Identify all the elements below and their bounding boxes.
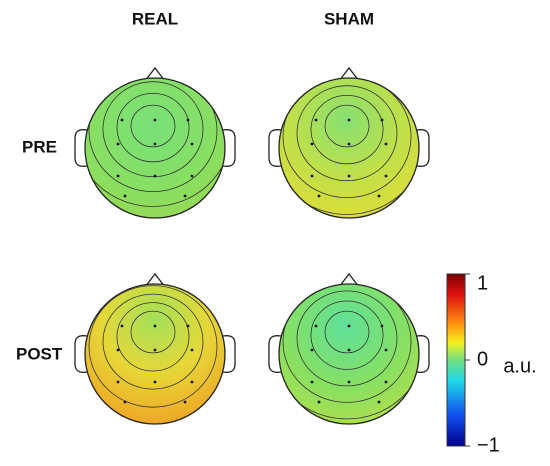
electrode	[347, 142, 351, 146]
column-label: REAL	[132, 9, 178, 28]
head	[74, 66, 236, 219]
colorbar-tick-label: 1	[477, 272, 488, 294]
electrode	[186, 118, 190, 122]
electrode	[190, 174, 194, 178]
contour-line	[296, 290, 398, 387]
electrode	[347, 174, 351, 178]
electrode	[310, 380, 314, 384]
colorbar-label: a.u.	[503, 355, 536, 377]
electrode	[153, 142, 157, 146]
column-label: SHAM	[324, 9, 374, 28]
electrode	[377, 400, 381, 404]
ear	[222, 335, 236, 373]
ear	[268, 129, 282, 167]
contour-line	[88, 78, 218, 192]
scalp-map	[84, 77, 226, 219]
electrode	[190, 380, 194, 384]
contour-line	[130, 104, 176, 148]
scalp-map	[278, 283, 420, 425]
contour-line	[102, 293, 204, 390]
electrode	[310, 348, 314, 352]
contour-line	[130, 310, 176, 354]
electrode	[120, 324, 124, 328]
electrode	[183, 400, 187, 404]
electrode	[190, 348, 194, 352]
electrode	[384, 348, 388, 352]
ear	[416, 129, 430, 167]
electrode	[310, 174, 314, 178]
head	[268, 66, 430, 219]
electrode	[153, 348, 157, 352]
electrode	[347, 348, 351, 352]
electrode	[314, 118, 318, 122]
contour-line	[324, 104, 370, 148]
contours	[85, 284, 225, 424]
ear	[74, 335, 88, 373]
row-label: POST	[16, 344, 63, 363]
electrode	[310, 142, 314, 146]
electrode	[116, 174, 120, 178]
electrode	[317, 400, 321, 404]
contour-line	[296, 85, 398, 182]
head	[268, 272, 430, 425]
contour-line	[279, 78, 419, 215]
electrode	[347, 118, 351, 122]
electrode	[380, 118, 384, 122]
electrode	[314, 324, 318, 328]
contour-line	[310, 95, 384, 165]
colorbar	[446, 273, 466, 447]
electrode	[116, 380, 120, 384]
contour-line	[310, 300, 384, 370]
electrode	[183, 194, 187, 198]
electrode	[153, 380, 157, 384]
ear	[268, 335, 282, 373]
electrode	[384, 380, 388, 384]
colorbar-tick-label: 0	[477, 348, 488, 370]
topomaps	[74, 66, 430, 425]
electrode	[116, 142, 120, 146]
contour-line	[102, 81, 204, 178]
electrode	[153, 118, 157, 122]
contour-line	[282, 284, 412, 403]
electrode	[317, 194, 321, 198]
contour-line	[116, 92, 190, 163]
contours	[279, 78, 419, 218]
contours	[85, 78, 225, 218]
ear	[74, 129, 88, 167]
electrode	[153, 174, 157, 178]
scalp-map	[278, 77, 420, 219]
electrode	[377, 194, 381, 198]
electrode	[380, 324, 384, 328]
contours	[279, 284, 419, 424]
scalp-map	[84, 283, 226, 425]
contour-line	[88, 285, 218, 408]
electrode	[186, 324, 190, 328]
electrode	[384, 142, 388, 146]
electrode	[153, 324, 157, 328]
contour-line	[85, 78, 225, 207]
head	[74, 272, 236, 425]
row-label: PRE	[22, 137, 57, 156]
electrode	[123, 400, 127, 404]
ear	[416, 335, 430, 373]
contour-line	[279, 284, 419, 420]
electrode	[347, 380, 351, 384]
contour-line	[282, 78, 412, 198]
electrode	[120, 118, 124, 122]
ear	[222, 129, 236, 167]
contour-line	[116, 302, 190, 372]
colorbar-tick-label: −1	[477, 434, 500, 456]
electrode	[384, 174, 388, 178]
electrode	[347, 324, 351, 328]
electrode	[116, 348, 120, 352]
electrode	[190, 142, 194, 146]
electrode	[123, 194, 127, 198]
contour-line	[324, 310, 370, 354]
